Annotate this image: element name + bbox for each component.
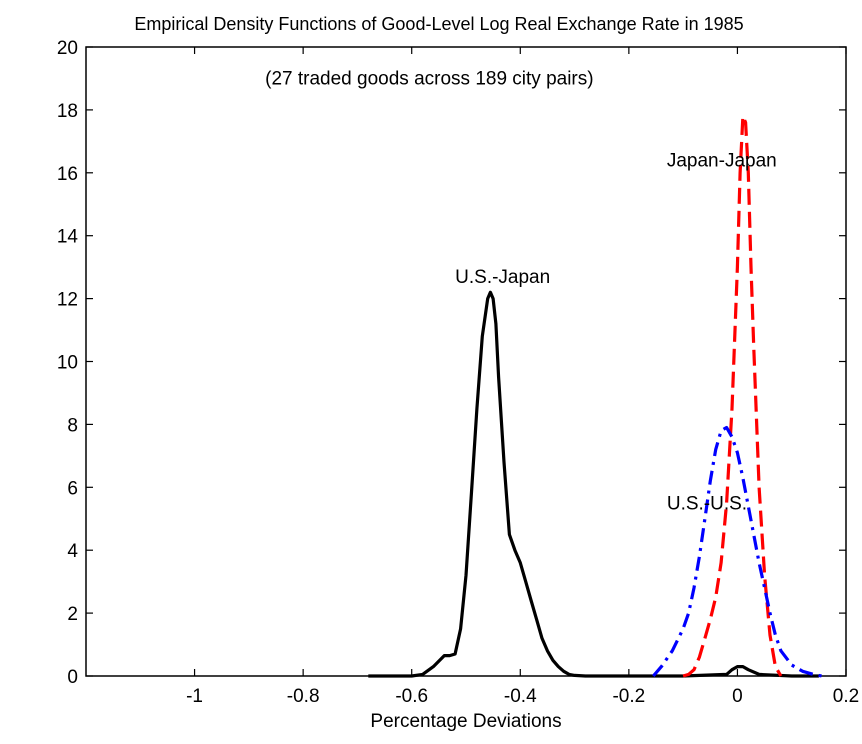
axis-tick-labels: -1 -0.8 -0.6 -0.4 -0.2 0 0.2 0 2 4 6 8 10 12 14 16 18 20 xyxy=(57,38,859,707)
annotation: U.S.-U.S. xyxy=(667,493,747,514)
x-tick-label: -1 xyxy=(186,686,203,707)
x-tick-label: -0.8 xyxy=(287,686,320,707)
y-tick-label: 0 xyxy=(67,667,78,688)
x-tick-label: 0 xyxy=(732,686,743,707)
x-tick-label: -0.4 xyxy=(504,686,537,707)
y-tick-label: 20 xyxy=(57,38,78,59)
series-line-u-s-u-s xyxy=(652,425,822,678)
annotation: U.S.-Japan xyxy=(455,267,550,288)
y-tick-label: 14 xyxy=(57,227,79,248)
y-tick-label: 10 xyxy=(57,353,78,374)
y-tick-label: 16 xyxy=(57,164,78,185)
x-axis-label: Percentage Deviations xyxy=(370,711,561,732)
y-tick-label: 8 xyxy=(67,415,78,436)
x-tick-label: -0.6 xyxy=(395,686,428,707)
series-line-u-s-japan xyxy=(368,290,819,678)
annotation: Japan-Japan xyxy=(667,151,777,172)
x-tick-label: 0.2 xyxy=(833,686,859,707)
y-tick-label: 18 xyxy=(57,101,78,122)
y-tick-label: 6 xyxy=(67,478,78,499)
annotation: (27 traded goods across 189 city pairs) xyxy=(265,69,593,90)
x-tick-label: -0.2 xyxy=(612,686,645,707)
series-layer xyxy=(368,114,822,678)
chart-title: Empirical Density Functions of Good-Leve… xyxy=(134,14,743,34)
y-tick-label: 12 xyxy=(57,290,78,311)
chart-annotations: (27 traded goods across 189 city pairs) J… xyxy=(265,69,777,515)
y-tick-label: 4 xyxy=(67,541,78,562)
y-tick-label: 2 xyxy=(67,604,78,625)
series-line-japan-japan xyxy=(682,114,783,678)
